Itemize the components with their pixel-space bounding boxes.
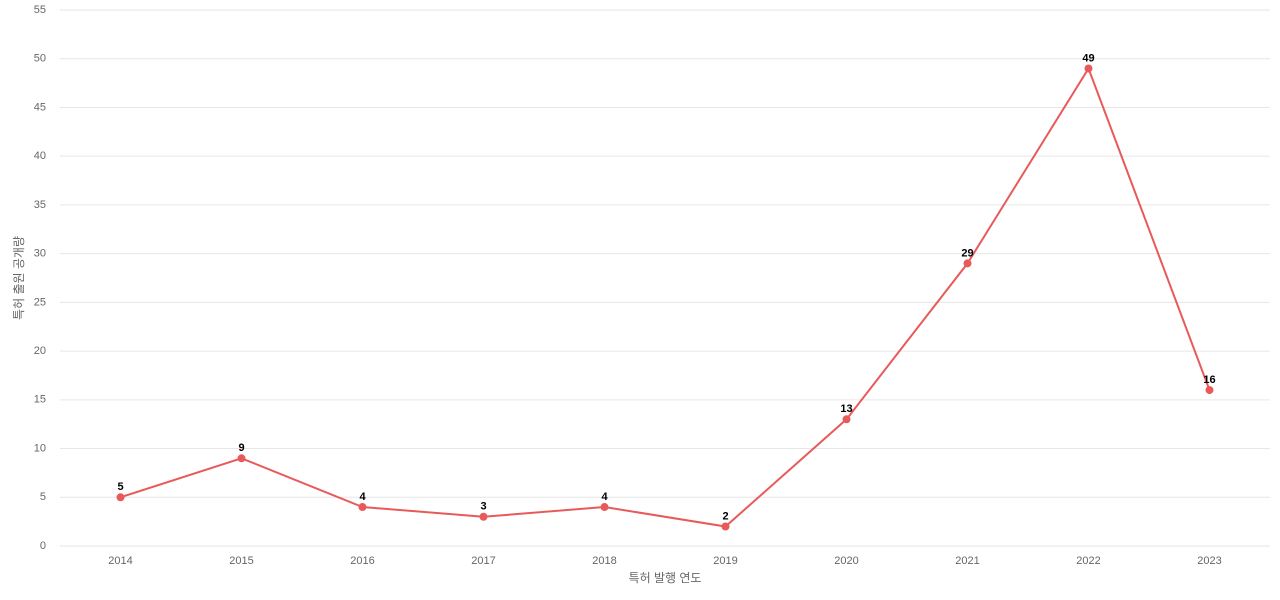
x-tick-label: 2019 (713, 555, 737, 567)
y-tick-label: 45 (34, 101, 46, 113)
x-tick-label: 2014 (108, 555, 132, 567)
point (600, 503, 609, 512)
y-tick-label: 55 (34, 4, 46, 16)
data-label: 16 (1203, 374, 1215, 386)
y-tick-label: 25 (34, 296, 46, 308)
point (358, 503, 367, 512)
data-label: 2 (722, 510, 728, 522)
point (116, 493, 125, 502)
y-tick-label: 50 (34, 53, 46, 65)
data-label: 4 (601, 491, 608, 503)
x-tick-label: 2015 (229, 555, 253, 567)
y-axis-title: 특허 출원 공개량 (12, 236, 26, 320)
x-tick-label: 2018 (592, 555, 616, 567)
point (963, 259, 972, 268)
y-tick-label: 15 (34, 394, 46, 406)
data-label: 13 (840, 403, 852, 415)
y-tick-label: 0 (40, 540, 46, 552)
point (479, 512, 488, 521)
data-label: 3 (480, 501, 486, 513)
x-tick-label: 2016 (350, 555, 374, 567)
data-label: 29 (961, 247, 973, 259)
data-label: 5 (117, 481, 123, 493)
data-label: 49 (1082, 52, 1094, 64)
point (1084, 64, 1093, 73)
y-tick-label: 35 (34, 199, 46, 211)
data-label: 9 (238, 442, 244, 454)
x-axis-title: 특허 발행 연도 (629, 570, 702, 585)
y-tick-label: 10 (34, 442, 46, 454)
line (120, 66, 1211, 528)
x-tick-label: 2023 (1197, 555, 1221, 567)
point (842, 415, 851, 424)
x-tick-label: 2020 (834, 555, 858, 567)
point (721, 522, 730, 531)
x-tick-label: 2022 (1076, 555, 1100, 567)
data-label: 4 (359, 491, 366, 503)
point (1205, 386, 1214, 395)
y-tick-label: 30 (34, 248, 46, 260)
y-tick-label: 5 (40, 491, 46, 503)
point (237, 454, 246, 463)
x-tick-label: 2017 (471, 555, 495, 567)
x-tick-label: 2021 (955, 555, 979, 567)
y-tick-label: 20 (34, 345, 46, 357)
y-tick-label: 40 (34, 150, 46, 162)
